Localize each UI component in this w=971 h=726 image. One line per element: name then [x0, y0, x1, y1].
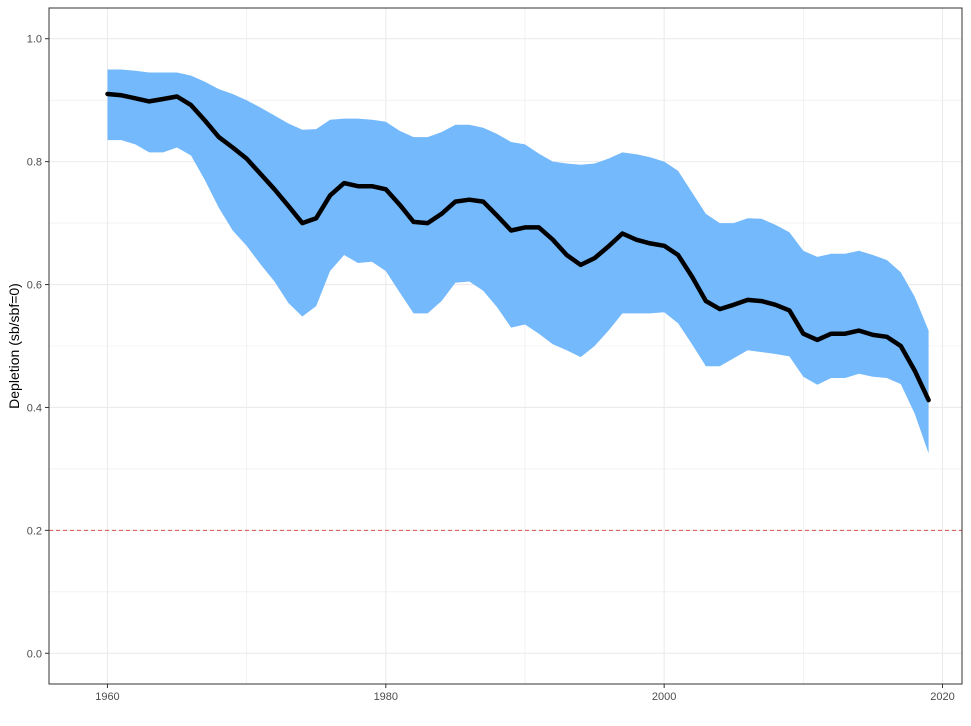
y-tick-label: 0.6	[27, 280, 42, 292]
x-tick-label: 1960	[95, 691, 119, 703]
grid-minor	[49, 8, 962, 684]
x-tick-label: 2020	[930, 691, 954, 703]
confidence-band	[107, 69, 929, 454]
y-tick-label: 1.0	[27, 34, 42, 46]
y-axis: 0.0 0.2 0.4 0.6 0.8 1.0	[27, 34, 49, 660]
x-tick-label: 1980	[374, 691, 398, 703]
x-tick-label: 2000	[652, 691, 676, 703]
y-tick-label: 0.0	[27, 648, 42, 660]
depletion-series-line	[105, 91, 931, 403]
y-axis-title: Depletion (sb/sbf=0)	[6, 283, 22, 409]
y-tick-label: 0.2	[27, 525, 42, 537]
y-tick-label: 0.8	[27, 157, 42, 169]
y-tick-label: 0.4	[27, 402, 42, 414]
x-axis: 1960 1980 2000 2020	[95, 684, 955, 703]
panel-border	[48, 7, 963, 685]
